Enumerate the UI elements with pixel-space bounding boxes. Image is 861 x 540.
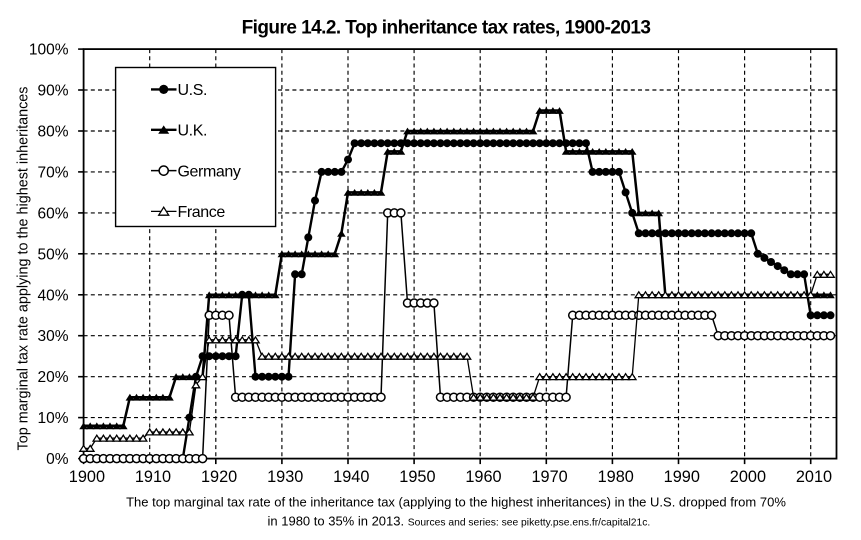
svg-text:80%: 80% <box>37 124 68 141</box>
svg-text:Figure 14.2. Top inheritance t: Figure 14.2. Top inheritance tax rates, … <box>242 18 651 39</box>
svg-text:Top marginal tax rate applying: Top marginal tax rate applying to the hi… <box>16 87 32 451</box>
svg-text:1900: 1900 <box>69 468 105 486</box>
svg-text:in 1980 to 35% in 2013. Source: in 1980 to 35% in 2013. Sources and seri… <box>268 514 651 529</box>
svg-text:1980: 1980 <box>598 468 634 486</box>
svg-text:1960: 1960 <box>465 468 501 486</box>
svg-text:60%: 60% <box>37 205 68 222</box>
svg-text:Germany: Germany <box>178 163 241 180</box>
svg-text:40%: 40% <box>37 287 68 304</box>
svg-text:1950: 1950 <box>399 468 435 486</box>
svg-text:1970: 1970 <box>531 468 567 486</box>
svg-text:1930: 1930 <box>267 468 303 486</box>
svg-text:France: France <box>178 204 226 221</box>
svg-text:70%: 70% <box>37 164 68 181</box>
svg-text:1920: 1920 <box>201 468 237 486</box>
svg-text:1940: 1940 <box>333 468 369 486</box>
svg-text:U.S.: U.S. <box>178 82 208 99</box>
svg-text:50%: 50% <box>37 246 68 263</box>
svg-text:10%: 10% <box>37 410 68 427</box>
svg-text:1990: 1990 <box>664 468 700 486</box>
svg-text:20%: 20% <box>37 369 68 386</box>
svg-text:U.K.: U.K. <box>178 123 208 140</box>
svg-text:100%: 100% <box>29 42 69 59</box>
svg-text:30%: 30% <box>37 328 68 345</box>
svg-text:2010: 2010 <box>796 468 832 486</box>
svg-text:2000: 2000 <box>730 468 766 486</box>
svg-text:0%: 0% <box>46 451 69 468</box>
svg-text:The top marginal tax rate of t: The top marginal tax rate of the inherit… <box>126 494 786 509</box>
svg-text:90%: 90% <box>37 83 68 100</box>
svg-text:1910: 1910 <box>135 468 171 486</box>
